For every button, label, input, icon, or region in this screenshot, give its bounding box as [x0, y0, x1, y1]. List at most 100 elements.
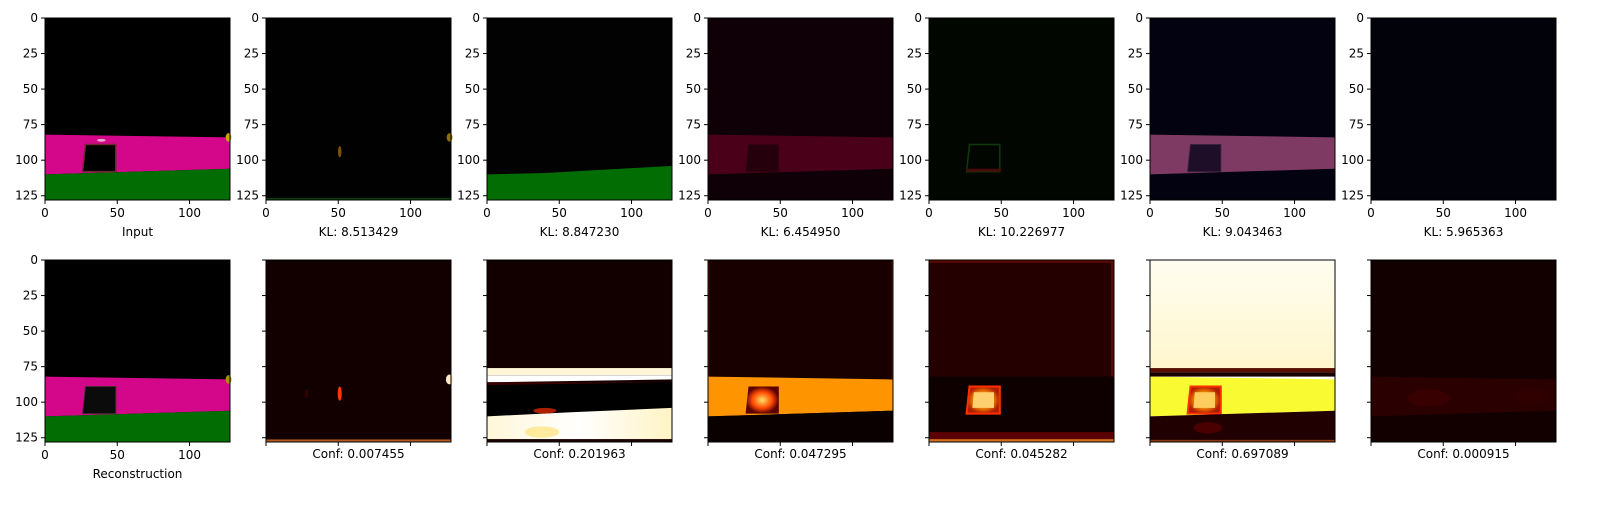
- y-tick-label: 75: [23, 118, 38, 132]
- y-tick-label: 100: [15, 153, 38, 167]
- y-tick-label: 125: [1341, 189, 1364, 203]
- y-tick-label: 0: [251, 11, 259, 25]
- x-tick-label: 100: [841, 206, 864, 220]
- x-tick-label: 0: [1367, 206, 1375, 220]
- y-tick-label: 50: [686, 82, 701, 96]
- y-tick-label: 100: [15, 395, 38, 409]
- panel-1-3: Conf: 0.047295: [704, 259, 894, 461]
- y-tick-label: 0: [472, 11, 480, 25]
- panel-1-5: Conf: 0.697089: [1146, 259, 1336, 461]
- x-tick-label: 50: [110, 448, 125, 462]
- y-tick-label: 75: [244, 118, 259, 132]
- panel-caption: KL: 5.965363: [1424, 225, 1504, 239]
- x-tick-label: 0: [925, 206, 933, 220]
- panel-caption: Conf: 0.201963: [533, 447, 625, 461]
- y-tick-label: 25: [465, 47, 480, 61]
- x-tick-label: 100: [1283, 206, 1306, 220]
- panel-caption: KL: 10.226977: [978, 225, 1065, 239]
- y-tick-label: 50: [465, 82, 480, 96]
- y-tick-label: 0: [914, 11, 922, 25]
- image-conf-6: [1371, 260, 1556, 442]
- y-tick-label: 25: [23, 289, 38, 303]
- y-tick-label: 125: [15, 189, 38, 203]
- axes-frame: [707, 259, 894, 443]
- panel-0-3: 0 50 100 0 25 50 75 100 125 KL: 6.454950: [678, 11, 894, 239]
- panel-caption: KL: 8.513429: [319, 225, 399, 239]
- axes-frame: [486, 17, 673, 201]
- x-tick-label: 100: [178, 206, 201, 220]
- y-tick-label: 75: [23, 360, 38, 374]
- x-tick-label: 50: [994, 206, 1009, 220]
- panel-caption: Conf: 0.697089: [1196, 447, 1288, 461]
- x-tick-label: 50: [1436, 206, 1451, 220]
- x-tick-label: 0: [483, 206, 491, 220]
- panel-0-5: 0 50 100 0 25 50 75 100 125 KL: 9.043463: [1120, 11, 1336, 239]
- y-tick-label: 0: [30, 253, 38, 267]
- image-conf-2: [487, 260, 672, 442]
- y-tick-label: 100: [678, 153, 701, 167]
- y-tick-label: 50: [23, 324, 38, 338]
- image-latent-6: [1371, 18, 1556, 200]
- panel-0-1: 0 50 100 0 25 50 75 100 125 KL: 8.513429: [236, 11, 453, 239]
- image-conf-4: [929, 260, 1114, 442]
- y-tick-label: 25: [1128, 47, 1143, 61]
- y-tick-label: 50: [244, 82, 259, 96]
- y-tick-label: 75: [1128, 118, 1143, 132]
- axes-frame: [1149, 17, 1336, 201]
- panel-0-4: 0 50 100 0 25 50 75 100 125 KL: 10.226977: [899, 11, 1115, 239]
- panel-0-2: 0 50 100 0 25 50 75 100 125 KL: 8.847230: [457, 11, 673, 239]
- y-tick-label: 0: [1135, 11, 1143, 25]
- axes-frame: [1370, 259, 1557, 443]
- panel-1-1: Conf: 0.007455: [262, 259, 454, 461]
- axes-frame: [1149, 259, 1336, 443]
- panel-caption: Reconstruction: [93, 467, 183, 481]
- y-tick-label: 25: [1349, 47, 1364, 61]
- x-tick-label: 100: [620, 206, 643, 220]
- x-tick-label: 50: [331, 206, 346, 220]
- x-tick-label: 0: [704, 206, 712, 220]
- panel-1-2: Conf: 0.201963: [483, 259, 673, 461]
- panel-0-6: 0 50 100 0 25 50 75 100 125 KL: 5.965363: [1341, 11, 1557, 239]
- x-tick-label: 0: [41, 206, 49, 220]
- panel-1-4: Conf: 0.045282: [925, 259, 1115, 461]
- axes-frame: [44, 17, 231, 201]
- y-tick-label: 25: [244, 47, 259, 61]
- y-tick-label: 75: [1349, 118, 1364, 132]
- panel-caption: KL: 9.043463: [1203, 225, 1283, 239]
- panel-1-6: Conf: 0.000915: [1367, 259, 1557, 461]
- image-latent-3: [708, 18, 893, 200]
- x-tick-label: 0: [262, 206, 270, 220]
- y-tick-label: 0: [1356, 11, 1364, 25]
- y-tick-label: 0: [693, 11, 701, 25]
- axes-frame: [265, 259, 452, 443]
- panel-caption: Conf: 0.047295: [754, 447, 846, 461]
- x-tick-label: 50: [773, 206, 788, 220]
- panel-0-0: 0 50 100 0 25 50 75 100 125 Input: [15, 11, 232, 239]
- x-tick-label: 0: [1146, 206, 1154, 220]
- panel-1-0: 0 50 100 0 25 50 75 100 125 Reconstruction: [15, 253, 232, 481]
- x-tick-label: 50: [1215, 206, 1230, 220]
- y-tick-label: 75: [686, 118, 701, 132]
- y-tick-label: 0: [30, 11, 38, 25]
- y-tick-label: 125: [15, 431, 38, 445]
- image-latent-5: [1150, 18, 1335, 200]
- image-conf-3: [708, 260, 893, 442]
- panel-caption: KL: 6.454950: [761, 225, 841, 239]
- image-input-scene: [45, 18, 232, 200]
- image-conf-5: [1150, 260, 1335, 442]
- image-latent-2: [487, 18, 672, 200]
- y-tick-label: 125: [457, 189, 480, 203]
- panel-caption: Conf: 0.045282: [975, 447, 1067, 461]
- axes-frame: [707, 17, 894, 201]
- image-latent-1: [266, 18, 453, 200]
- y-tick-label: 75: [465, 118, 480, 132]
- y-tick-label: 100: [457, 153, 480, 167]
- axes-frame: [928, 17, 1115, 201]
- x-tick-label: 50: [552, 206, 567, 220]
- axes-frame: [265, 17, 452, 201]
- x-tick-label: 100: [1062, 206, 1085, 220]
- axes-frame: [1370, 17, 1557, 201]
- y-tick-label: 25: [23, 47, 38, 61]
- x-tick-label: 0: [41, 448, 49, 462]
- y-tick-label: 75: [907, 118, 922, 132]
